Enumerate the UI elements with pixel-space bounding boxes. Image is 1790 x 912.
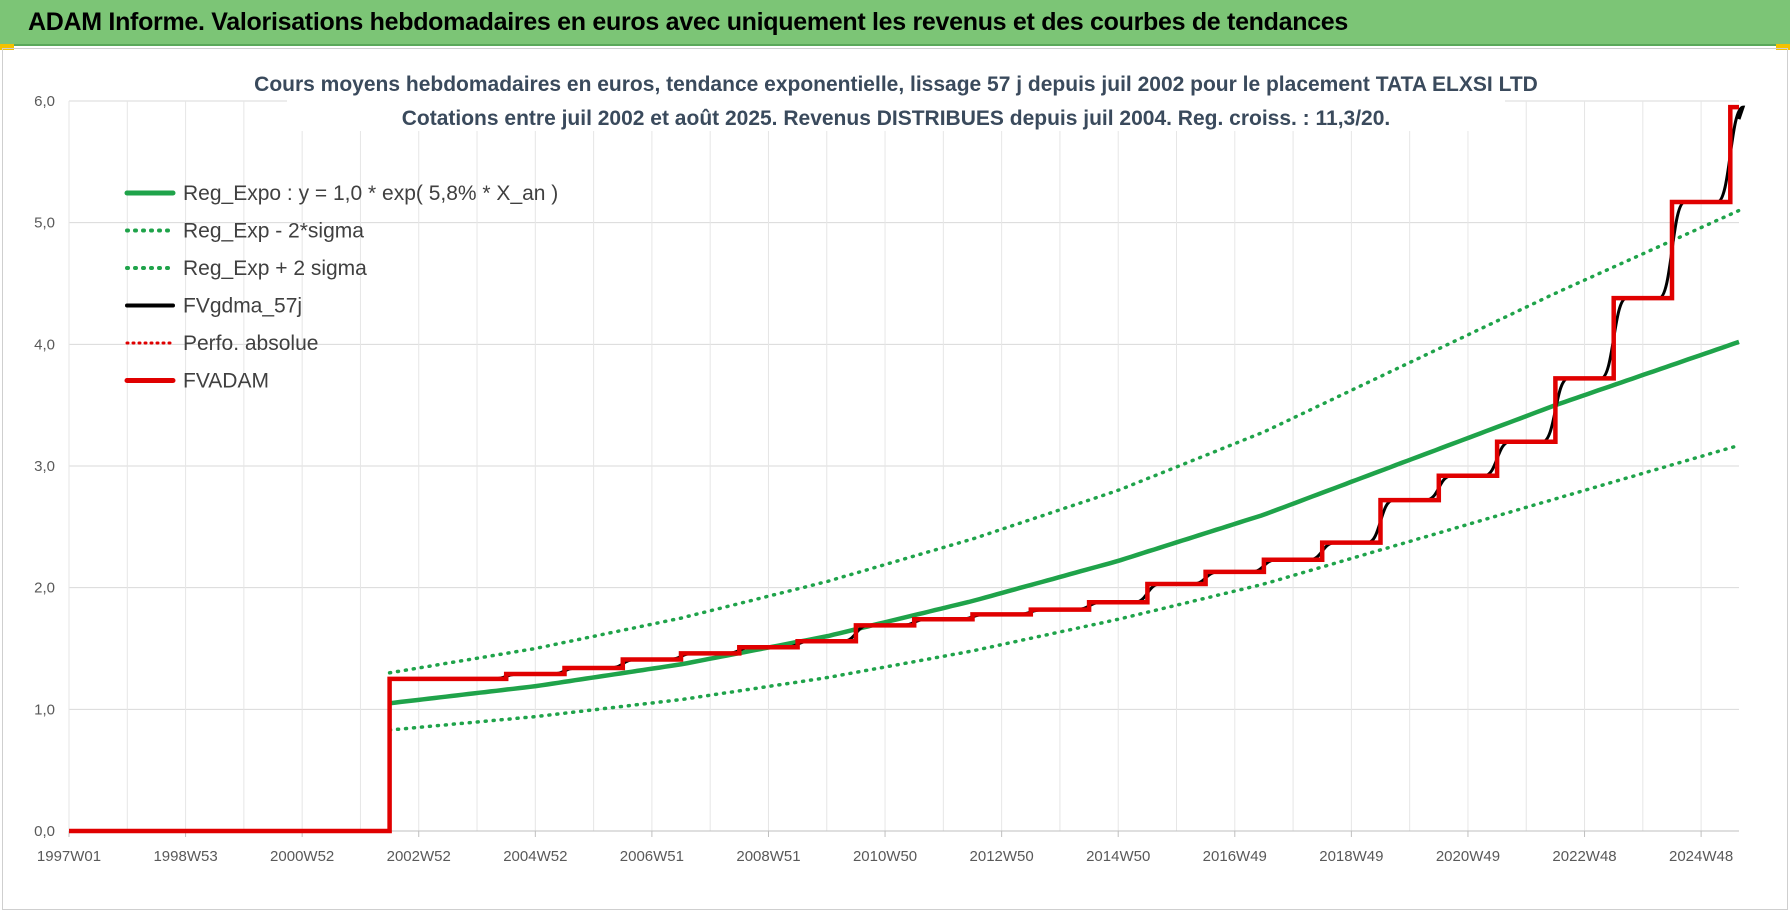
x-tick-label: 2008W51: [736, 848, 800, 865]
axes: 0,0 1,0 2,0 3,0 4,0 5,0 6,0 1997W01 1998W53 2000W…: [34, 93, 1739, 865]
x-tick-label: 2006W51: [620, 848, 684, 865]
y-tick-label: 4,0: [34, 336, 55, 353]
x-tick-label: 2004W52: [503, 848, 567, 865]
series-reg-exp-plus-2-sigma: [387, 208, 1741, 675]
x-tick-label: 2018W49: [1319, 848, 1383, 865]
y-tick-label: 0,0: [34, 823, 55, 840]
x-tick-label: 2000W52: [270, 848, 334, 865]
series: [69, 104, 1746, 834]
legend-label: Reg_Expo : y = 1,0 * exp( 5,8% * X_an ): [183, 182, 558, 205]
series-reg-expo: [389, 339, 1740, 706]
x-tick-label: 1997W01: [37, 848, 101, 865]
chart-frame: 0,0 1,0 2,0 3,0 4,0 5,0 6,0 1997W01 1998W53 2000W…: [2, 48, 1788, 910]
series-reg-exp-minus-2-sigma: [387, 443, 1741, 732]
legend: Reg_Expo : y = 1,0 * exp( 5,8% * X_an ) R…: [124, 182, 558, 393]
corner-marker-left: [0, 44, 14, 50]
chart-title-background: [287, 59, 1505, 131]
legend-label: Reg_Exp - 2*sigma: [183, 220, 364, 243]
x-tick-label: 2012W50: [970, 848, 1034, 865]
x-tick-label: 2016W49: [1203, 848, 1267, 865]
header-bar: ADAM Informe. Valorisations hebdomadaire…: [0, 0, 1790, 46]
legend-label: Reg_Exp + 2 sigma: [183, 257, 367, 280]
y-tick-label: 1,0: [34, 701, 55, 718]
corner-marker-right: [1776, 44, 1790, 50]
legend-label: FVgdma_57j: [183, 295, 302, 318]
chart-title: Cours moyens hebdomadaires en euros, ten…: [254, 73, 1538, 96]
y-tick-label: 5,0: [34, 215, 55, 232]
series-fvgdma-57j: [69, 105, 1746, 833]
page-title: ADAM Informe. Valorisations hebdomadaire…: [28, 8, 1349, 36]
x-tick-label: 2020W49: [1436, 848, 1500, 865]
legend-label: Perfo. absolue: [183, 332, 318, 355]
y-tick-label: 2,0: [34, 580, 55, 597]
x-tick-label: 2024W48: [1669, 848, 1733, 865]
legend-label: FVADAM: [183, 370, 269, 393]
x-tick-label: 2014W50: [1086, 848, 1150, 865]
x-tick-label: 1998W53: [153, 848, 217, 865]
chart-svg: 0,0 1,0 2,0 3,0 4,0 5,0 6,0 1997W01 1998W53 2000W…: [34, 59, 1746, 865]
grid: [68, 100, 1739, 832]
y-tick-label: 3,0: [34, 458, 55, 475]
x-tick-label: 2022W48: [1552, 848, 1616, 865]
x-tick-label: 2002W52: [387, 848, 451, 865]
x-tick-label: 2010W50: [853, 848, 917, 865]
y-tick-label: 6,0: [34, 93, 55, 110]
chart-subtitle: Cotations entre juil 2002 et août 2025. …: [402, 107, 1391, 130]
series-fvadam: [69, 104, 1739, 834]
